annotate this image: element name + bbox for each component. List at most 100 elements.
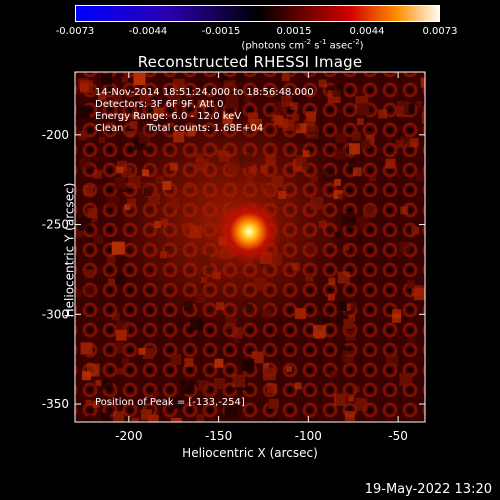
noise-pixel <box>407 336 416 345</box>
noise-pixel <box>85 269 95 279</box>
noise-pixel <box>75 229 84 238</box>
noise-pixel <box>140 409 152 421</box>
noise-pixel <box>131 417 140 422</box>
noise-pixel <box>400 206 409 215</box>
noise-pixel <box>170 353 182 365</box>
noise-pixel <box>221 76 228 83</box>
colorbar-units: (photons cm-2 s-1 asec-2) <box>241 38 364 52</box>
noise-pixel <box>305 125 319 139</box>
noise-pixel <box>281 95 293 107</box>
x-tick-label: -150 <box>205 429 232 443</box>
noise-pixel <box>400 136 412 148</box>
noise-pixel <box>303 119 316 132</box>
noise-pixel <box>342 350 355 363</box>
colorbar-tick-label: 0.0015 <box>276 26 312 37</box>
noise-pixel <box>197 99 206 108</box>
noise-pixel <box>153 107 164 118</box>
noise-pixel <box>296 123 307 134</box>
noise-pixel <box>355 216 369 230</box>
noise-pixel <box>78 131 88 141</box>
noise-pixel <box>112 342 124 354</box>
x-tick-label: -200 <box>115 429 142 443</box>
noise-pixel <box>170 417 182 422</box>
noise-pixel <box>392 309 402 319</box>
noise-pixel <box>223 80 236 93</box>
noise-pixel <box>214 358 224 368</box>
colorbar-tick-label: 0.0044 <box>349 26 385 37</box>
annotation-time: 14-Nov-2014 18:51:24.000 to 18:56:48.000 <box>95 87 314 98</box>
noise-pixel <box>197 380 209 392</box>
noise-pixel <box>360 139 370 149</box>
noise-pixel <box>411 226 420 235</box>
noise-pixel <box>84 285 95 296</box>
noise-pixel <box>138 347 146 355</box>
noise-pixel <box>399 241 411 253</box>
y-ticks: -200 -250 -300 -350 <box>42 128 425 411</box>
noise-pixel <box>396 101 409 114</box>
annotation-energy: Energy Range: 6.0 - 12.0 keV <box>95 111 242 122</box>
noise-pixel <box>79 82 89 92</box>
noise-pixel <box>266 383 277 394</box>
noise-pixel <box>349 143 361 155</box>
noise-pixel <box>291 121 300 130</box>
noise-pixel <box>322 316 330 324</box>
noise-pixel <box>231 327 243 339</box>
noise-pixel <box>327 293 335 301</box>
noise-pixel <box>75 290 83 298</box>
noise-pixel <box>101 73 113 85</box>
noise-pixel <box>351 131 361 141</box>
noise-pixel <box>116 166 124 174</box>
heatmap-image <box>75 72 425 422</box>
noise-pixel <box>337 345 347 355</box>
chart-title: Reconstructed RHESSI Image <box>137 53 363 71</box>
noise-pixel <box>290 94 299 103</box>
noise-pixel <box>115 274 125 284</box>
noise-pixel <box>294 308 306 320</box>
noise-pixel <box>407 280 416 289</box>
x-tick-label: -50 <box>388 429 408 443</box>
noise-pixel <box>85 399 92 406</box>
colorbar-tick-label: -0.0044 <box>128 26 168 37</box>
noise-pixel <box>77 217 91 231</box>
noise-pixel <box>345 329 357 341</box>
noise-pixel <box>225 95 239 109</box>
noise-pixel <box>181 381 195 395</box>
annotation-peak-position: Position of Peak = [-133,-254] <box>95 397 245 408</box>
noise-pixel <box>115 329 127 341</box>
noise-pixel <box>98 92 107 101</box>
peak-source <box>217 199 282 264</box>
noise-pixel <box>121 357 129 365</box>
noise-pixel <box>133 73 146 86</box>
noise-pixel <box>91 216 98 223</box>
noise-pixel <box>121 76 128 83</box>
noise-pixel <box>421 112 425 125</box>
noise-pixel <box>415 171 425 182</box>
noise-pixel <box>262 367 276 381</box>
noise-pixel <box>332 84 345 97</box>
noise-pixel <box>129 121 138 130</box>
noise-pixel <box>167 92 181 106</box>
annotation-counts: Total counts: 1.68E+04 <box>147 123 264 134</box>
noise-pixel <box>365 134 375 144</box>
noise-pixel <box>80 342 93 355</box>
noise-pixel <box>385 158 396 169</box>
noise-pixel <box>348 161 357 170</box>
noise-pixel <box>290 101 299 110</box>
noise-pixel <box>81 371 91 381</box>
footer-timestamp: 19-May-2022 13:20 <box>364 482 492 497</box>
noise-pixel <box>76 105 90 119</box>
noise-pixel <box>224 405 238 419</box>
noise-pixel <box>348 314 356 322</box>
noise-pixel <box>232 374 246 388</box>
colorbar-tick-label: -0.0073 <box>55 26 95 37</box>
noise-pixel <box>409 138 419 148</box>
noise-pixel <box>265 418 279 422</box>
noise-pixel <box>184 357 194 367</box>
noise-pixel <box>111 312 120 321</box>
noise-pixel <box>142 348 154 360</box>
noise-pixel <box>395 139 404 148</box>
noise-pixel <box>336 392 350 406</box>
noise-pixel <box>363 205 376 218</box>
noise-pixel <box>343 318 354 329</box>
